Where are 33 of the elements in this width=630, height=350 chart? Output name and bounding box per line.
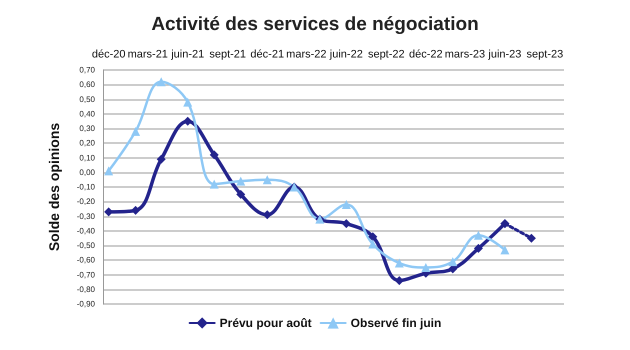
y-tick-label: -0,50 bbox=[76, 241, 96, 250]
y-tick-label: -0,20 bbox=[76, 197, 96, 206]
y-tick-label: 0,60 bbox=[79, 80, 96, 90]
y-tick-label: 0,30 bbox=[79, 124, 96, 133]
y-tick-label: 0,70 bbox=[79, 66, 96, 74]
y-tick-label: 0,40 bbox=[79, 109, 96, 118]
x-tick-label: mars-21 bbox=[128, 48, 168, 60]
legend-label: Observé fin juin bbox=[350, 316, 442, 330]
x-tick-label: juin-23 bbox=[487, 48, 522, 60]
x-tick-label: sept-23 bbox=[526, 48, 564, 60]
y-axis-title: Solde des opinions bbox=[46, 122, 62, 252]
x-tick-label: juin-21 bbox=[170, 48, 204, 60]
y-tick-label: 0,00 bbox=[79, 168, 96, 177]
x-tick-label: sept-21 bbox=[209, 48, 246, 60]
x-tick-label: mars-23 bbox=[444, 48, 486, 60]
chart-title: Activité des services de négociation bbox=[151, 14, 479, 35]
y-tick-label: 0,10 bbox=[79, 153, 96, 162]
y-tick-label: -0,70 bbox=[76, 270, 96, 280]
y-tick-label: -0,40 bbox=[76, 226, 96, 236]
x-tick-label: déc-22 bbox=[409, 48, 443, 60]
x-tick-label: mars-22 bbox=[286, 48, 327, 60]
x-tick-label: juin-22 bbox=[328, 48, 363, 60]
x-tick-label: déc-21 bbox=[250, 48, 284, 60]
legend-label: Prévu pour août bbox=[220, 316, 312, 330]
y-tick-label: -0,90 bbox=[76, 300, 96, 308]
y-tick-label: -0,80 bbox=[76, 284, 96, 294]
y-tick-label: -0,60 bbox=[76, 256, 96, 265]
y-tick-label: -0,30 bbox=[76, 212, 96, 221]
x-tick-label: sept-22 bbox=[368, 48, 405, 60]
x-tick-label: déc-20 bbox=[92, 48, 126, 60]
y-tick-label: -0,10 bbox=[76, 182, 96, 192]
y-tick-label: 0,20 bbox=[79, 138, 96, 148]
y-tick-label: 0,50 bbox=[79, 94, 96, 104]
